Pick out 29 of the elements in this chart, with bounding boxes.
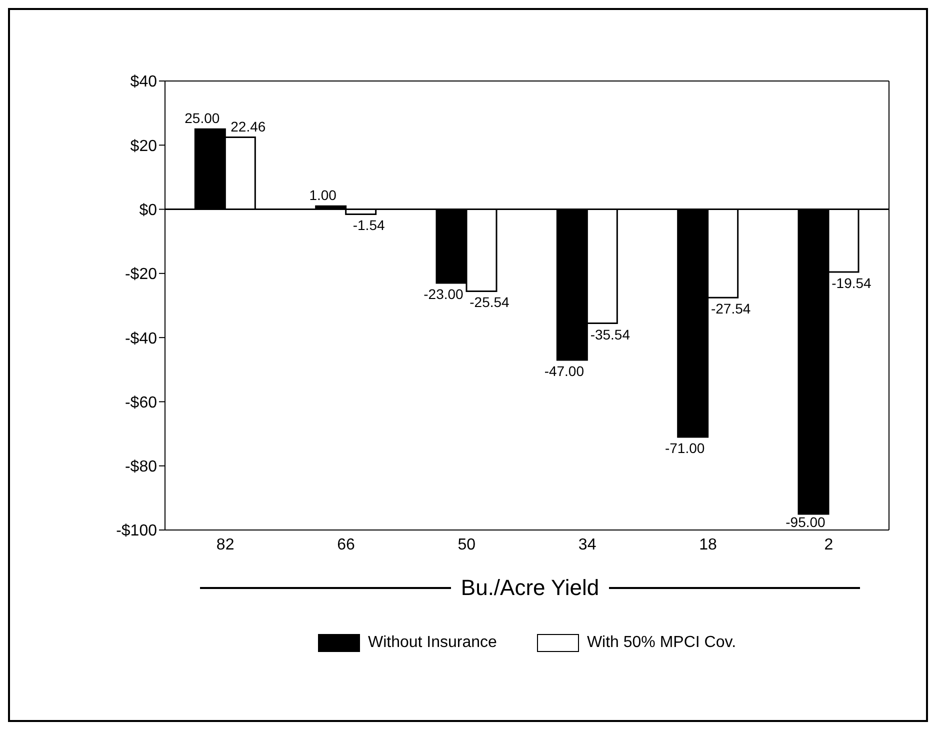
y-tick-label: -$20 [124,266,158,284]
data-label: -35.54 [590,326,630,342]
y-tick-label: -$60 [124,394,158,412]
y-tick-label: -$100 [116,522,158,540]
data-label: -25.54 [470,294,510,310]
legend-label: Without Insurance [366,634,497,652]
data-label: -27.54 [710,300,751,317]
y-tick-label: -$40 [124,330,158,348]
data-label: -19.54 [832,274,872,291]
x-tick-label: 82 [216,536,234,554]
x-tick-label: 18 [699,536,717,554]
x-tick-label: 34 [578,536,596,554]
legend-label: With 50% MPCI Cov. [586,634,736,652]
x-tick-label: 50 [458,536,476,554]
y-tick-label: $0 [139,202,158,219]
data-label: 25.00 [184,110,220,126]
x-tick-label: 2 [824,536,834,554]
x-axis-title: Bu./Acre Yield [460,575,600,601]
data-label: -23.00 [424,286,464,302]
y-tick-label: $20 [130,138,158,155]
y-tick-label: -$80 [124,458,158,476]
x-tick-label: 66 [337,536,355,554]
data-label: -71.00 [664,440,705,456]
data-label: -47.00 [544,363,584,380]
data-label: -95.00 [786,514,826,530]
data-label: 22.46 [230,118,266,134]
data-label: 1.00 [309,187,337,204]
y-tick-label: $40 [130,74,158,91]
data-label: -1.54 [352,217,385,234]
